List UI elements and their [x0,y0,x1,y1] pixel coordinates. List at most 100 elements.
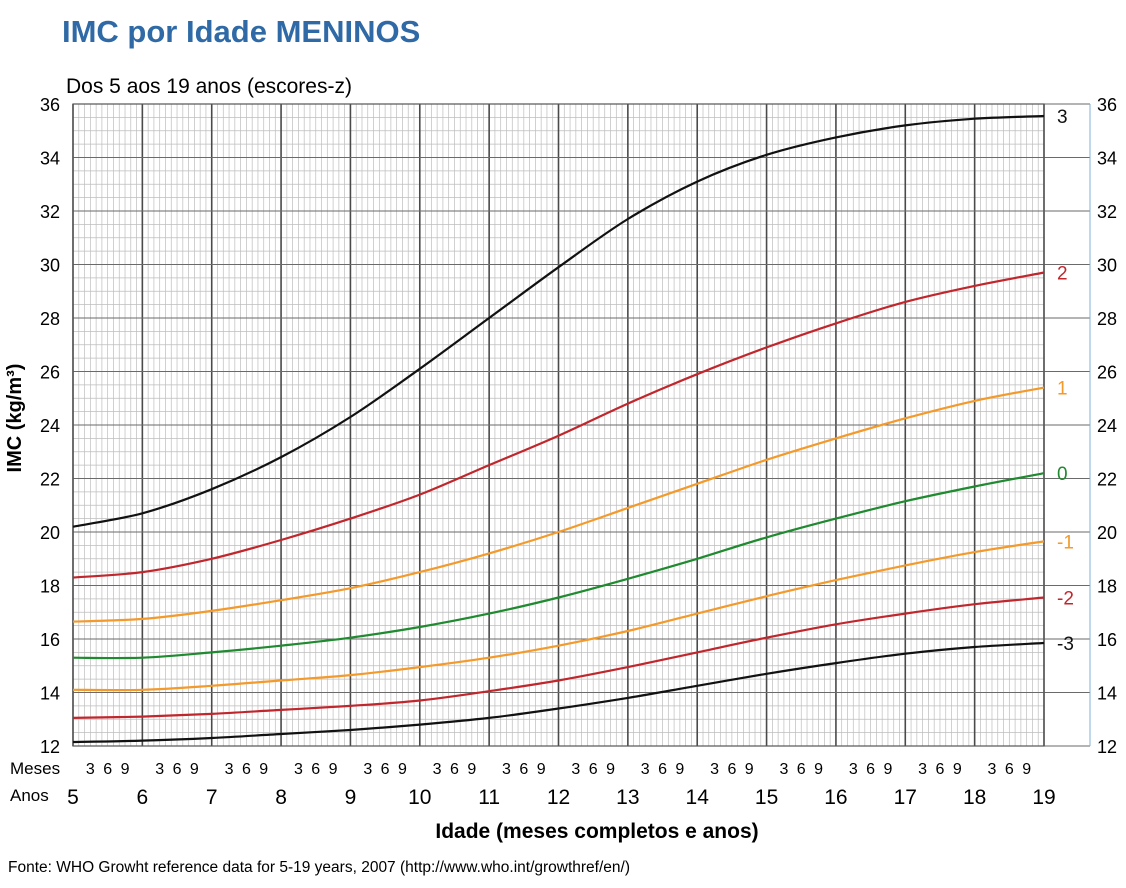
x-axis-years: 5 6 7 8 9 10 11 12 13 14 15 16 17 18 19 [67,786,1056,809]
chart-subtitle: Dos 5 aos 19 anos (escores-z) [66,75,352,98]
y-tick-label-left: 24 [40,416,60,436]
month-tick-label: 6 [103,761,112,778]
month-tick-label: 9 [883,761,892,778]
month-tick-label: 9 [606,761,615,778]
month-tick-label: 3 [641,761,650,778]
y-tick-label-right: 20 [1097,523,1117,543]
month-tick-label: 9 [745,761,754,778]
month-tick-label: 6 [589,761,598,778]
month-tick-label: 9 [329,761,338,778]
month-tick-label: 3 [225,761,234,778]
month-tick-label: 6 [242,761,251,778]
month-tick-label: 6 [1005,761,1014,778]
month-tick-label: 3 [779,761,788,778]
year-tick-label: 6 [137,786,149,809]
y-tick-label-left: 34 [40,149,60,169]
y-tick-label-right: 36 [1097,95,1117,115]
page-title: IMC por Idade MENINOS [62,14,421,49]
series-line-z0 [72,472,1045,660]
month-tick-label: 9 [259,761,268,778]
month-tick-label: 3 [710,761,719,778]
month-tick-label: 9 [1022,761,1031,778]
year-tick-label: 10 [408,786,431,809]
series-label-z-2: -2 [1057,589,1074,610]
month-tick-label: 6 [311,761,320,778]
series-line-z-3 [72,641,1045,744]
source-note: Fonte: WHO Growht reference data for 5-1… [8,859,630,876]
month-tick-label: 6 [936,761,945,778]
month-tick-label: 3 [571,761,580,778]
y-tick-label-right: 30 [1097,256,1117,276]
series-label-z0: 0 [1057,464,1068,485]
month-tick-label: 9 [953,761,962,778]
y-tick-label-left: 18 [40,577,60,597]
month-tick-label: 9 [675,761,684,778]
year-tick-label: 19 [1032,786,1055,809]
y-axis-left: 12 14 16 18 20 22 24 26 28 30 32 34 36 [40,95,60,757]
month-tick-label: 3 [988,761,997,778]
series-labels: 3 2 1 0 -1 -2 -3 [1057,107,1074,655]
year-tick-label: 9 [345,786,357,809]
month-tick-label: 3 [363,761,372,778]
month-tick-label: 9 [467,761,476,778]
x-row-label-months: Meses [10,759,60,778]
month-tick-label: 6 [450,761,459,778]
y-tick-label-right: 16 [1097,630,1117,650]
month-tick-label: 9 [190,761,199,778]
y-tick-label-left: 28 [40,309,60,329]
y-axis-right: 12 14 16 18 20 22 24 26 28 30 32 34 36 [1097,95,1117,757]
y-tick-label-right: 28 [1097,309,1117,329]
series-line-z-2 [72,596,1045,719]
year-tick-label: 11 [478,786,500,809]
month-tick-label: 6 [173,761,182,778]
month-tick-label: 3 [155,761,164,778]
x-row-label-years: Anos [10,786,49,805]
y-tick-label-left: 26 [40,363,60,383]
month-tick-label: 6 [866,761,875,778]
year-tick-label: 14 [686,786,710,809]
year-tick-label: 12 [547,786,570,809]
y-tick-label-right: 26 [1097,363,1117,383]
month-tick-label: 3 [849,761,858,778]
y-tick-label-left: 20 [40,523,60,543]
y-tick-label-right: 22 [1097,470,1117,490]
month-tick-label: 9 [814,761,823,778]
year-tick-label: 18 [963,786,986,809]
y-tick-label-right: 34 [1097,149,1117,169]
series-lines [72,114,1045,744]
month-tick-label: 6 [381,761,390,778]
year-tick-label: 5 [67,786,79,809]
series-label-z1: 1 [1057,379,1068,400]
series-label-z3: 3 [1057,107,1068,128]
series-label-z-1: -1 [1057,532,1074,553]
x-axis-label: Idade (meses completos e anos) [435,820,758,843]
month-tick-label: 9 [121,761,130,778]
y-tick-label-left: 12 [40,737,60,757]
month-tick-label: 3 [502,761,511,778]
series-line-z2 [72,271,1045,579]
month-tick-label: 9 [398,761,407,778]
y-tick-label-right: 12 [1097,737,1117,757]
month-tick-label: 9 [537,761,546,778]
year-tick-label: 17 [894,786,917,809]
month-tick-label: 3 [86,761,95,778]
year-tick-label: 13 [616,786,639,809]
month-tick-label: 6 [727,761,736,778]
y-tick-label-left: 22 [40,470,60,490]
y-tick-label-left: 16 [40,630,60,650]
year-tick-label: 16 [824,786,847,809]
y-tick-label-left: 36 [40,95,60,115]
major-grid [72,103,1091,747]
y-tick-label-left: 14 [40,684,60,704]
month-tick-label: 3 [294,761,303,778]
y-tick-label-right: 18 [1097,577,1117,597]
year-tick-label: 8 [275,786,287,809]
month-tick-label: 3 [433,761,442,778]
y-tick-label-right: 24 [1097,416,1117,436]
month-tick-label: 6 [519,761,528,778]
y-axis-label: IMC (kg/m³) [4,364,26,473]
y-tick-label-right: 14 [1097,684,1117,704]
y-tick-label-left: 30 [40,256,60,276]
